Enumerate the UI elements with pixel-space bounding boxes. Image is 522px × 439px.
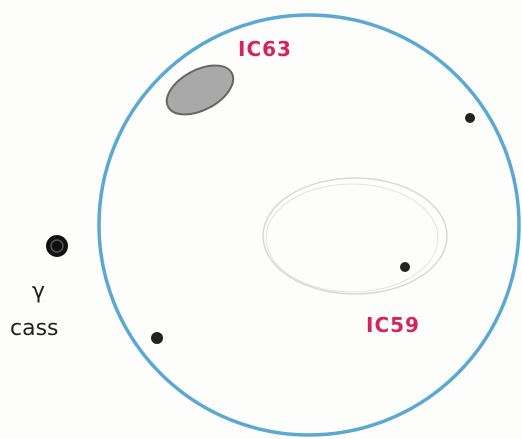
star bbox=[400, 262, 410, 272]
star-symbol: γ bbox=[32, 279, 45, 304]
field-of-view bbox=[97, 13, 521, 437]
gamma-cas bbox=[46, 235, 68, 257]
constellation: cass bbox=[10, 316, 59, 341]
nebula-ic59-outline bbox=[265, 183, 439, 293]
star bbox=[151, 332, 163, 344]
star bbox=[465, 113, 475, 123]
label-ic59: IC59 bbox=[366, 313, 420, 337]
nebula-ic63 bbox=[165, 64, 235, 116]
gamma-cas-ring bbox=[50, 239, 64, 253]
nebula-ic59 bbox=[262, 177, 448, 295]
label-ic63: IC63 bbox=[238, 37, 292, 61]
